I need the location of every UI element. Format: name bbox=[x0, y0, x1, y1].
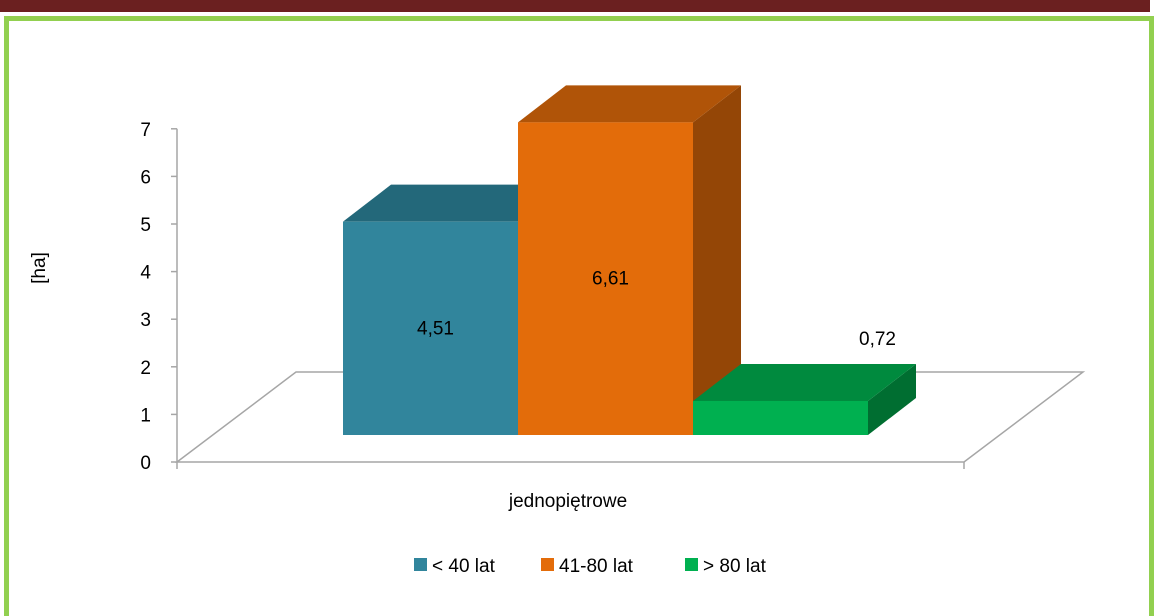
legend: < 40 lat 41-80 lat > 80 lat bbox=[414, 556, 767, 577]
legend-swatch bbox=[541, 558, 554, 571]
x-category-label: jednopiętrowe bbox=[508, 491, 627, 512]
top-bar bbox=[0, 0, 1150, 12]
bar-front-face bbox=[693, 400, 868, 435]
legend-label: > 80 lat bbox=[703, 556, 767, 577]
y-tick-label: 3 bbox=[140, 310, 151, 331]
bar-top-face bbox=[518, 85, 741, 123]
legend-item: 41-80 lat bbox=[541, 556, 634, 577]
data-label: 0,72 bbox=[859, 329, 896, 350]
floor-outline bbox=[174, 371, 1086, 463]
chart-frame bbox=[4, 16, 1154, 616]
legend-label: 41-80 lat bbox=[559, 556, 634, 577]
data-labels: 4,51 6,61 0,72 bbox=[417, 269, 896, 350]
y-tick-label: 5 bbox=[140, 215, 151, 236]
y-tick-label: 1 bbox=[140, 405, 151, 426]
y-axis-title: [ha] bbox=[29, 252, 50, 284]
legend-item: > 80 lat bbox=[685, 556, 767, 577]
y-tick-label: 7 bbox=[140, 120, 151, 141]
bars bbox=[343, 85, 916, 436]
y-tick-label: 2 bbox=[140, 358, 151, 379]
bar-front-face bbox=[343, 221, 518, 435]
data-label: 4,51 bbox=[417, 318, 454, 339]
bar-front-face bbox=[518, 122, 693, 436]
bar-top-face bbox=[693, 363, 916, 401]
legend-swatch bbox=[685, 558, 698, 571]
y-tick-label: 0 bbox=[140, 453, 151, 474]
bar-3 bbox=[693, 363, 916, 435]
y-tick-label: 4 bbox=[140, 263, 151, 284]
bar-top-face bbox=[343, 184, 566, 222]
bar-2 bbox=[518, 85, 741, 436]
floor-plane bbox=[174, 371, 1086, 463]
bar-chart: 0 1 2 3 4 5 6 7 4,51 6,61 0,72 [ha] jednopiętrowe… bbox=[29, 85, 1086, 577]
legend-label: < 40 lat bbox=[432, 556, 496, 577]
y-tick-label: 6 bbox=[140, 167, 151, 188]
legend-swatch bbox=[414, 558, 427, 571]
bar-side-face bbox=[868, 363, 916, 435]
y-axis: 0 1 2 3 4 5 6 7 bbox=[140, 120, 965, 474]
bar-side-face bbox=[693, 85, 741, 436]
data-label: 6,61 bbox=[592, 269, 629, 290]
legend-item: < 40 lat bbox=[414, 556, 496, 577]
